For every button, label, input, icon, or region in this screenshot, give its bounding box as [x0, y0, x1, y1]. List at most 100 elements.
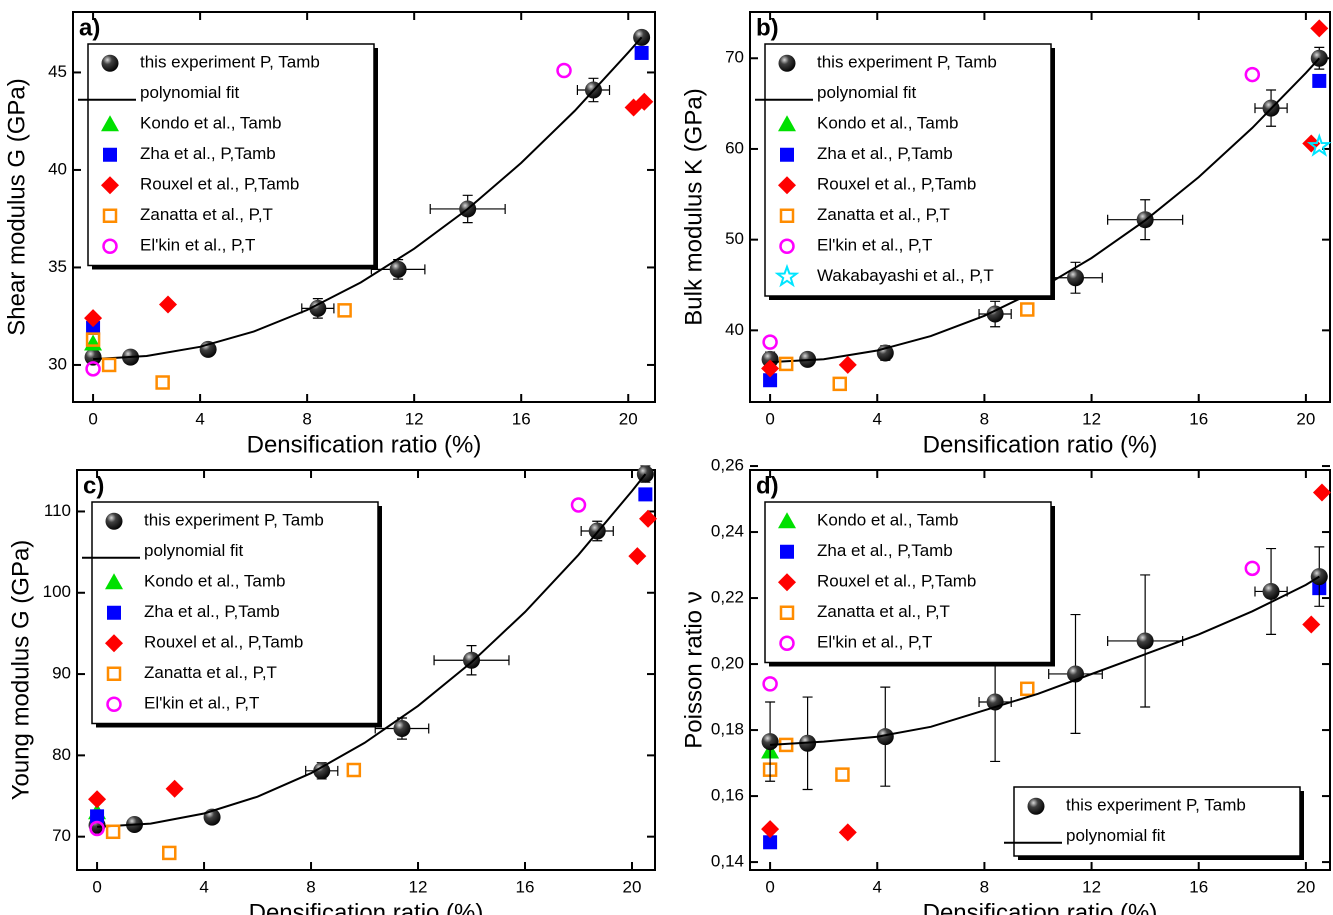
- plot-frame: [749, 469, 1331, 871]
- panel: 0 4 8 12 16 20 30 35 40 45 Densification ratio (%)…: [3, 11, 656, 458]
- y-tick-label: 100: [43, 582, 71, 601]
- y-tick-label: 70: [725, 48, 744, 67]
- y-tick-label: 45: [48, 62, 67, 81]
- legend-label: Kondo et al., Tamb: [140, 114, 281, 133]
- data-point: [165, 779, 184, 798]
- plot-frame: [76, 469, 656, 871]
- y-tick-label: 0,18: [711, 720, 744, 739]
- x-tick-label: 0: [765, 877, 774, 896]
- legend-marker: [779, 635, 795, 651]
- legend-marker: [101, 176, 119, 195]
- legend-label: Kondo et al., Tamb: [144, 572, 285, 591]
- x-tick-label: 16: [1189, 877, 1208, 896]
- data-point: [85, 332, 101, 347]
- legend-label: this experiment P, Tamb: [1066, 796, 1246, 815]
- legend-marker: [102, 208, 118, 223]
- data-point: [162, 845, 177, 861]
- legend-box: [91, 501, 379, 725]
- y-tick-label: 35: [48, 257, 67, 276]
- legend-label: Rouxel et al., P,Tamb: [817, 175, 976, 194]
- data-point: [155, 375, 170, 390]
- data-point: [838, 355, 857, 374]
- data-point: [346, 762, 362, 778]
- data-point: [763, 373, 778, 388]
- x-tick-label: 4: [873, 877, 882, 896]
- panel: 0 4 8 12 16 20 40 50 60 70 Densification ratio (%)…: [680, 11, 1332, 458]
- x-axis-label: Densification ratio (%): [923, 431, 1158, 458]
- legend-marker: [105, 512, 123, 530]
- x-tick-label: 12: [1082, 409, 1101, 428]
- data-point: [832, 376, 847, 392]
- x-tick-label: 8: [302, 409, 311, 428]
- data-point: [762, 334, 778, 350]
- legend-box: [764, 43, 1052, 297]
- legend-label: Zanatta et al., P,T: [144, 663, 277, 682]
- panel-label: b): [756, 14, 779, 41]
- data-point: [638, 487, 653, 502]
- x-tick-label: 12: [409, 877, 428, 896]
- data-point: [105, 824, 121, 840]
- fit-line: [97, 473, 647, 828]
- data-point: [84, 309, 103, 328]
- data-point: [1066, 269, 1084, 287]
- fit-line: [770, 57, 1321, 364]
- y-tick-label: 50: [725, 229, 744, 248]
- y-tick-label: 0,24: [711, 522, 744, 541]
- data-point: [393, 720, 411, 738]
- legend-label: Zha et al., P,Tamb: [140, 144, 276, 163]
- data-point: [635, 92, 654, 111]
- legend-marker: [105, 634, 123, 653]
- panel-label: c): [83, 472, 104, 499]
- data-point: [88, 790, 107, 809]
- plot-frame: [749, 11, 1331, 403]
- data-point: [1020, 681, 1035, 697]
- y-tick-label: 0,14: [711, 852, 744, 871]
- data-point: [778, 356, 794, 372]
- legend-marker: [106, 696, 122, 712]
- data-point: [986, 305, 1004, 323]
- legend-marker: [107, 605, 121, 620]
- x-tick-label: 16: [1189, 409, 1208, 428]
- plot-frame: [72, 11, 656, 403]
- y-tick-label: 0,20: [711, 654, 744, 673]
- data-point: [762, 676, 778, 692]
- panel-label: a): [79, 14, 100, 41]
- y-axis-label: Poisson ratio ν: [680, 591, 707, 748]
- data-point: [1312, 483, 1331, 502]
- data-point: [761, 350, 779, 368]
- data-point: [835, 767, 850, 782]
- legend-marker: [779, 605, 795, 620]
- data-point: [158, 295, 177, 314]
- x-tick-label: 0: [88, 409, 97, 428]
- legend-label: Zha et al., P,Tamb: [144, 602, 280, 621]
- y-axis-label: Shear modulus G (GPa): [3, 78, 30, 335]
- y-tick-label: 30: [48, 354, 67, 373]
- y-tick-label: 0,16: [711, 786, 744, 805]
- data-point: [313, 762, 331, 780]
- y-tick-label: 70: [52, 826, 71, 845]
- x-axis-label: Densification ratio (%): [249, 899, 484, 915]
- fit-line: [93, 36, 643, 361]
- legend-label: Zanatta et al., P,T: [140, 205, 273, 224]
- y-tick-label: 80: [52, 745, 71, 764]
- legend-label: Zha et al., P,Tamb: [817, 541, 953, 560]
- data-point: [1312, 73, 1327, 88]
- data-point: [337, 303, 352, 318]
- y-tick-label: 110: [44, 501, 71, 520]
- y-tick-label: 0,22: [711, 588, 744, 607]
- data-point: [838, 823, 857, 842]
- legend-marker: [778, 176, 796, 195]
- data-point: [90, 809, 105, 824]
- legend-label: Zha et al., P,Tamb: [817, 144, 953, 163]
- legend-marker: [780, 147, 794, 162]
- data-point: [1244, 560, 1261, 577]
- data-point: [389, 260, 407, 278]
- legend-marker: [106, 666, 122, 681]
- data-point: [1020, 302, 1035, 317]
- data-point: [89, 820, 105, 837]
- data-point: [1244, 66, 1261, 83]
- data-point: [761, 733, 779, 751]
- y-axis-label: Young modulus G (GPa): [7, 540, 34, 801]
- y-tick-label: 40: [48, 159, 67, 178]
- y-tick-label: 40: [725, 320, 744, 339]
